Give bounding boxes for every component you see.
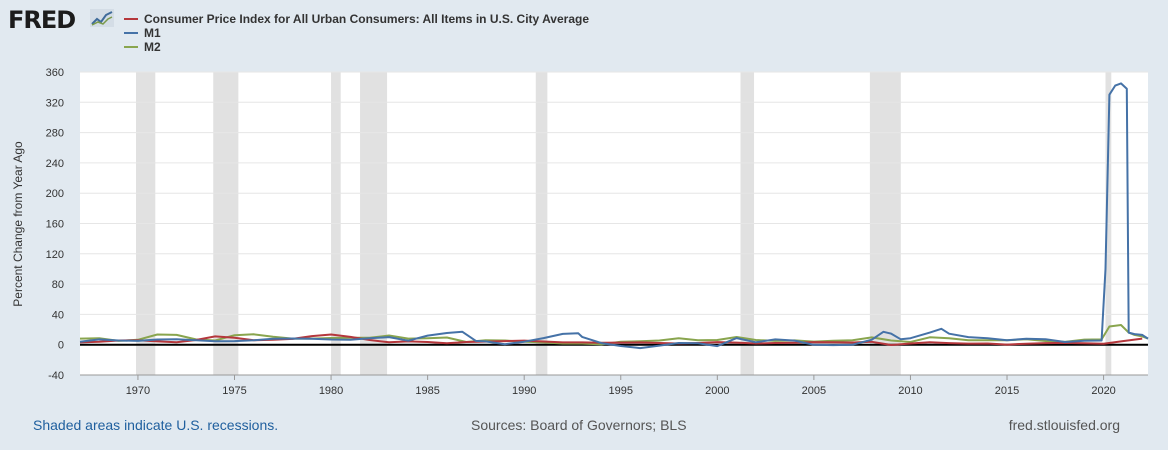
x-tick-label: 2010 [898,385,922,397]
x-tick-label: 1985 [415,385,439,397]
x-tick-label: 1975 [222,385,246,397]
x-tick-label: 2005 [802,385,826,397]
legend-label-cpi: Consumer Price Index for All Urban Consu… [144,12,589,26]
y-tick-label: -40 [48,370,64,382]
x-tick-label: 2020 [1091,385,1115,397]
fred-logo-text: FRED [8,6,76,34]
fred-logo[interactable]: FRED [8,6,114,36]
series-line-m1 [79,82,1149,350]
legend-item-m1[interactable]: M1 [124,26,589,40]
legend-swatch-cpi [124,18,138,20]
y-tick-label: 240 [46,158,64,170]
y-tick-label: 200 [46,188,64,200]
legend-item-m2[interactable]: M2 [124,40,589,54]
x-tick-label: 1995 [609,385,633,397]
x-tick-label: 1970 [126,385,150,397]
x-tick-label: 1990 [512,385,536,397]
y-tick-label: 360 [46,67,64,79]
y-tick-label: 120 [46,249,64,261]
legend-item-cpi[interactable]: Consumer Price Index for All Urban Consu… [124,12,589,26]
recession-note: Shaded areas indicate U.S. recessions. [33,417,279,433]
data-sources: Sources: Board of Governors; BLS [471,417,687,433]
legend-label-m1: M1 [144,26,161,40]
y-tick-label: 280 [46,128,64,140]
legend-swatch-m2 [124,46,138,48]
source-url-link[interactable]: fred.stlouisfed.org [1008,417,1120,433]
y-axis-label: Percent Change from Year Ago [11,141,25,307]
line-chart-icon [90,9,114,27]
legend-swatch-m1 [124,32,138,34]
y-tick-label: 40 [52,309,64,321]
chart-legend: Consumer Price Index for All Urban Consu… [124,12,589,54]
line-chart: -40 0 40 80 120 160 200 240 280 320 360 1970 1975 198… [11,67,1149,397]
legend-label-m2: M2 [144,40,161,54]
y-tick-label: 160 [46,219,64,231]
x-tick-label: 2000 [705,385,729,397]
x-tick-label: 1980 [319,385,343,397]
y-tick-label: 0 [58,340,64,352]
y-tick-label: 320 [46,97,64,109]
y-tick-label: 80 [52,279,64,291]
x-tick-label: 2015 [995,385,1019,397]
